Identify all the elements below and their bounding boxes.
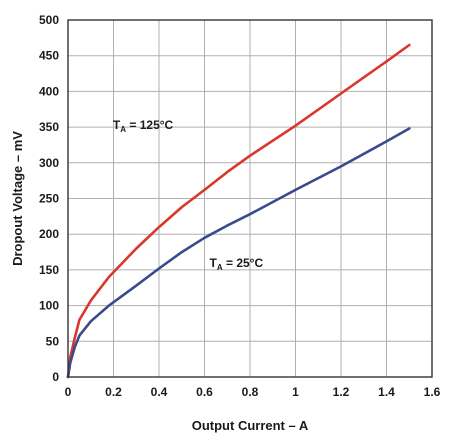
y-tick-label: 500	[39, 13, 59, 27]
annotation-1: TA = 125°C	[113, 118, 174, 134]
y-axis-label: Dropout Voltage – mV	[10, 131, 25, 266]
x-tick-labels: 0 0.2 0.4 0.6 0.8 1 1.2 1.4 1.6	[65, 385, 441, 399]
x-tick-label: 1	[292, 385, 299, 399]
y-tick-label: 100	[39, 299, 59, 313]
y-tick-label: 50	[46, 334, 60, 348]
y-tick-label: 300	[39, 156, 59, 170]
y-tick-labels: 0 50 100 150 200 250 300 350 400 450 500	[39, 13, 59, 384]
x-tick-label: 0.8	[242, 385, 259, 399]
x-tick-label: 1.2	[333, 385, 350, 399]
series-line-2	[66, 127, 411, 379]
y-tick-label: 400	[39, 84, 59, 98]
x-tick-label: 1.6	[424, 385, 441, 399]
y-tick-label: 250	[39, 192, 59, 206]
series-line-1	[66, 43, 411, 379]
x-axis-label: Output Current – A	[192, 418, 309, 433]
x-tick-label: 0.6	[196, 385, 213, 399]
grid	[68, 20, 432, 377]
x-tick-label: 1.4	[378, 385, 395, 399]
series-layer	[66, 43, 411, 379]
y-tick-label: 450	[39, 49, 59, 63]
x-tick-label: 0.2	[105, 385, 122, 399]
y-tick-label: 150	[39, 263, 59, 277]
y-tick-label: 350	[39, 120, 59, 134]
x-tick-label: 0	[65, 385, 72, 399]
plot-frame	[67, 19, 433, 378]
x-tick-label: 0.4	[151, 385, 168, 399]
annotation-2: TA = 25°C	[210, 256, 264, 272]
y-tick-label: 200	[39, 227, 59, 241]
annotation-layer: TA = 125°C TA = 25°C	[113, 118, 264, 272]
y-tick-label: 0	[52, 370, 59, 384]
